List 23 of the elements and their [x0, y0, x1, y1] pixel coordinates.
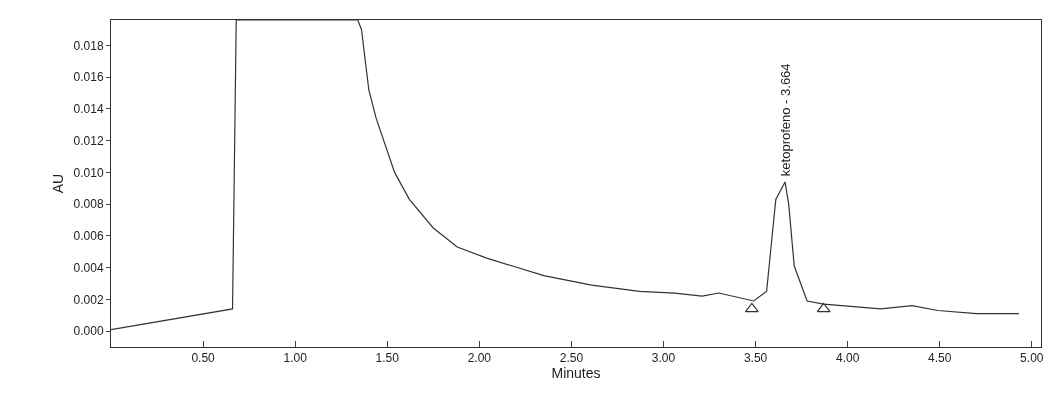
y-tick-label: 0.010 — [73, 165, 104, 180]
x-tick-label: 4.00 — [835, 351, 860, 366]
x-axis-title: Minutes — [551, 365, 601, 382]
x-tick-label: 4.50 — [928, 351, 952, 366]
x-tick-label: 3.00 — [651, 351, 676, 366]
y-tick-label: 0.012 — [73, 133, 104, 148]
x-tick-label: 1.50 — [375, 351, 400, 366]
y-tick-label: 0.018 — [73, 38, 104, 53]
x-tick-label: 3.50 — [743, 351, 768, 366]
annotation: ketoprofeno - 3.664 — [778, 63, 794, 177]
y-tick-label: 0.002 — [73, 292, 104, 307]
y-tick-label: 0.004 — [73, 260, 104, 275]
y-tick-label: 0.016 — [73, 70, 104, 85]
x-tick-label: 0.50 — [191, 351, 216, 366]
y-tick-label: 0.008 — [73, 197, 104, 212]
y-tick-label: 0.000 — [73, 324, 104, 339]
y-tick-label: 0.014 — [73, 102, 104, 117]
x-tick-label: 1.00 — [283, 351, 308, 366]
x-tick-label: 2.50 — [559, 351, 584, 366]
x-tick-label: 5.00 — [1020, 351, 1044, 366]
y-axis-title: AU — [50, 173, 67, 194]
y-tick-label: 0.006 — [73, 229, 104, 244]
x-tick-label: 2.00 — [467, 351, 492, 366]
